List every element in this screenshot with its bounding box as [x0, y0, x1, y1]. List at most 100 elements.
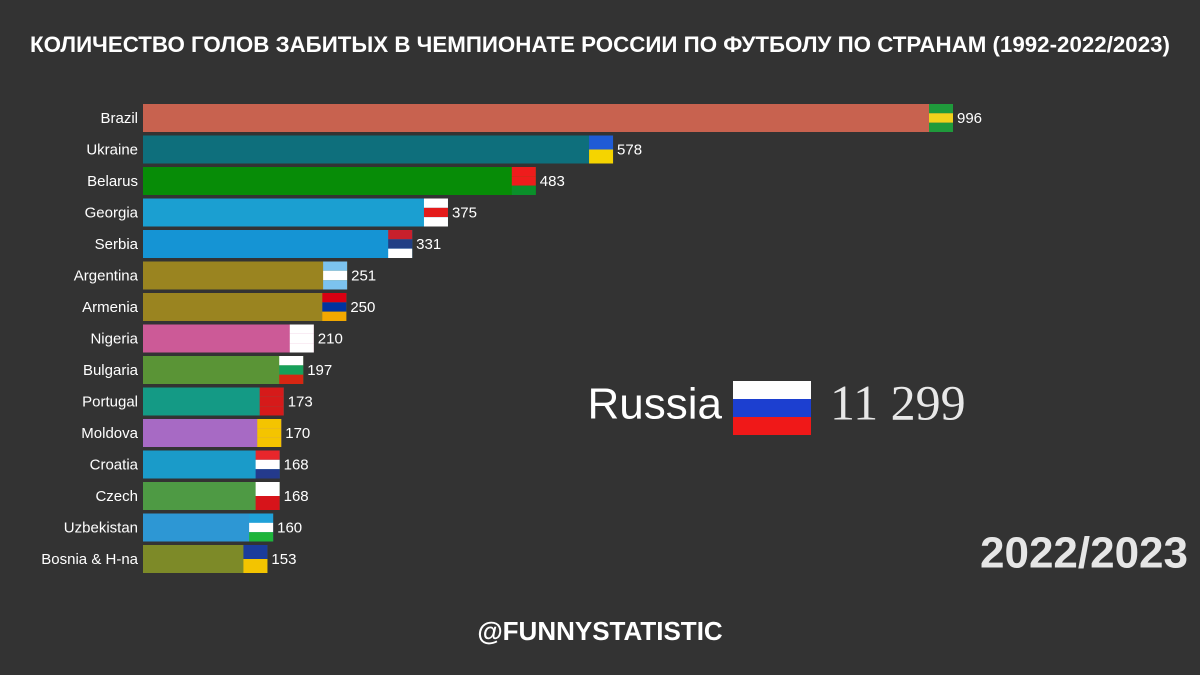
category-label: Ukraine [86, 141, 138, 158]
flag-stripe [255, 482, 280, 496]
flag-stripe [423, 198, 448, 208]
flag [255, 450, 280, 479]
flag-stripe [322, 293, 347, 303]
flag-stripe [929, 104, 953, 114]
flag [511, 167, 536, 195]
category-label: Nigeria [90, 330, 138, 347]
flag-stripe [289, 324, 314, 334]
flag [289, 324, 314, 353]
flag-stripe [929, 113, 953, 123]
bar [143, 230, 413, 258]
credit: @FUNNYSTATISTIC [477, 616, 723, 646]
flag [589, 135, 614, 164]
bar [143, 135, 614, 164]
flag-stripe [243, 559, 268, 573]
category-label: Uzbekistan [64, 519, 138, 536]
chart-title: КОЛИЧЕСТВО ГОЛОВ ЗАБИТЫХ В ЧЕМПИОНАТЕ РО… [30, 32, 1170, 57]
flag-stripe [255, 459, 280, 470]
flag-stripe [257, 419, 282, 429]
bar [143, 293, 347, 321]
flag-stripe [279, 365, 304, 375]
country-label: Russia [588, 380, 723, 429]
value-label: 250 [350, 299, 375, 316]
flag [259, 387, 284, 416]
flag-stripe [929, 122, 953, 132]
flag-stripe [733, 417, 811, 435]
value-label: 210 [318, 330, 343, 347]
flag [255, 482, 280, 510]
flag [243, 545, 268, 573]
flag-stripe [589, 149, 614, 164]
category-label: Czech [95, 488, 138, 505]
flag-stripe [259, 406, 284, 416]
flag-stripe [733, 399, 811, 417]
category-label: Bosnia & H-na [41, 551, 138, 568]
flag [388, 230, 413, 258]
bar [143, 356, 304, 384]
flag-stripe [249, 522, 274, 533]
value-label: 168 [284, 456, 309, 473]
flag-stripe [322, 311, 347, 321]
bar [143, 167, 536, 195]
bar [143, 324, 314, 353]
value-label: 483 [540, 173, 565, 190]
value-label: 375 [452, 204, 477, 221]
category-label: Croatia [90, 456, 139, 473]
value-label: 153 [271, 551, 296, 568]
category-label: Bulgaria [83, 362, 139, 379]
flag-stripe [257, 428, 282, 438]
category-label: Armenia [82, 299, 139, 316]
flag [249, 513, 274, 542]
category-label: Brazil [100, 110, 138, 127]
flag-stripe [423, 217, 448, 227]
value-label: 168 [284, 488, 309, 505]
season-label: 2022/2023 [980, 529, 1188, 578]
bar [143, 198, 448, 227]
flag-stripe [279, 356, 304, 366]
flag-stripe [249, 513, 274, 523]
flag-stripe [257, 437, 282, 447]
flag [929, 104, 953, 132]
flag-stripe [511, 176, 536, 186]
flag [279, 356, 304, 384]
value-label: 160 [277, 519, 302, 536]
flag [257, 419, 282, 447]
value-label: 331 [416, 236, 441, 253]
flag-stripe [259, 387, 284, 397]
russia-flag [733, 381, 811, 435]
value-label: 996 [957, 110, 982, 127]
flag-stripe [255, 469, 280, 479]
flag-stripe [255, 496, 280, 510]
bar [143, 104, 953, 132]
flag-stripe [511, 167, 536, 177]
category-label: Moldova [81, 425, 138, 442]
flag-stripe [289, 343, 314, 353]
total-label: 11 299 [830, 374, 966, 430]
flag-stripe [388, 248, 413, 258]
flag-stripe [259, 396, 284, 407]
category-label: Portugal [82, 393, 138, 410]
value-label: 197 [307, 362, 332, 379]
category-label: Serbia [95, 236, 139, 253]
flag-stripe [733, 381, 811, 399]
value-label: 173 [288, 393, 313, 410]
category-label: Belarus [87, 173, 138, 190]
flag-stripe [289, 333, 314, 344]
flag-stripe [423, 207, 448, 218]
flag-stripe [322, 302, 347, 312]
flag-stripe [243, 545, 268, 559]
value-label: 578 [617, 141, 642, 158]
flag-stripe [249, 532, 274, 542]
flag-stripe [323, 280, 348, 290]
flag-stripe [511, 185, 536, 195]
flag-stripe [388, 230, 413, 240]
value-label: 251 [351, 267, 376, 284]
value-label: 170 [285, 425, 310, 442]
flag-stripe [279, 374, 304, 384]
flag [322, 293, 347, 321]
category-label: Argentina [74, 267, 139, 284]
category-label: Georgia [85, 204, 139, 221]
flag [323, 261, 348, 290]
flag [423, 198, 448, 227]
